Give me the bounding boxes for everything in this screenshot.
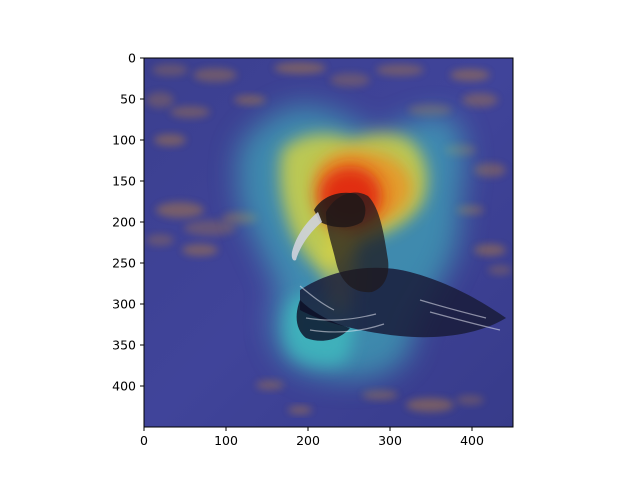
y-tick-label: 300 [112, 297, 136, 312]
y-tick-label: 150 [112, 174, 136, 189]
algae-patch [146, 92, 174, 108]
plot-area [144, 58, 513, 427]
bird-head [314, 192, 366, 228]
y-tick-label: 400 [112, 379, 136, 394]
algae-patch [146, 234, 174, 246]
algae-patch [274, 62, 326, 74]
y-tick-label: 100 [112, 133, 136, 148]
algae-patch [256, 380, 284, 390]
algae-patch [406, 398, 454, 412]
algae-patch [193, 68, 237, 82]
algae-patch [376, 64, 424, 76]
algae-patch [408, 104, 452, 116]
algae-patch [450, 69, 490, 81]
algae-patch [182, 244, 218, 256]
y-tick-label: 0 [128, 51, 136, 66]
x-tick-label: 400 [460, 433, 484, 448]
algae-patch [234, 95, 266, 105]
algae-patch [456, 395, 484, 405]
bird-beak [291, 212, 322, 261]
x-axis: 0 100 200 300 400 [140, 427, 484, 448]
x-tick-label: 0 [140, 433, 148, 448]
axes-frame [143, 57, 514, 428]
algae-patch [156, 202, 204, 218]
algae-patch [456, 205, 484, 215]
algae-patch [462, 93, 498, 107]
algae-patch [474, 163, 506, 177]
y-tick-label: 200 [112, 215, 136, 230]
water-ripples [299, 285, 501, 333]
algae-patch [170, 106, 210, 118]
algae-layer [146, 62, 512, 414]
algae-patch [330, 73, 370, 87]
algae-patch [474, 244, 506, 256]
algae-patch [288, 406, 312, 414]
y-tick-label: 250 [112, 256, 136, 271]
x-tick-label: 200 [296, 433, 320, 448]
algae-patch [154, 134, 186, 146]
algae-patch [488, 265, 512, 275]
algae-patch [184, 220, 236, 236]
x-tick-label: 100 [214, 433, 238, 448]
algae-patch [152, 64, 188, 76]
bird-figure [291, 192, 506, 341]
y-tick-label: 350 [112, 338, 136, 353]
y-tick-label: 50 [120, 92, 136, 107]
y-axis: 0 50 100 150 200 250 300 350 400 [112, 51, 144, 394]
x-tick-label: 300 [378, 433, 402, 448]
algae-patch [362, 390, 398, 400]
